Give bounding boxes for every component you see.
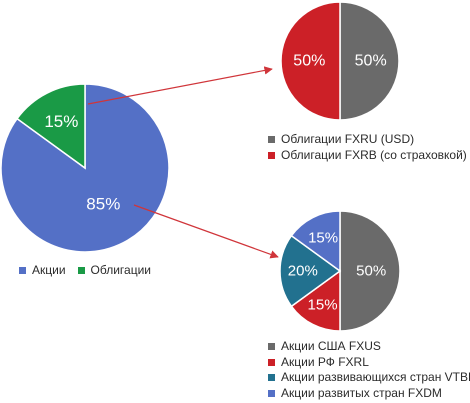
legend-stocks: Акции США FXUS Акции РФ FXRL Акции развива… <box>268 339 470 401</box>
legend-swatch <box>268 151 275 159</box>
pie-bonds-slice-0 <box>339 1 400 121</box>
legend-swatch <box>268 358 275 366</box>
pie-stocks-slice-2 <box>279 234 342 308</box>
legend-label: Облигации <box>90 263 151 277</box>
legend-main-item-0: Акции <box>19 263 66 278</box>
pie-stocks-label-2: 20% <box>288 263 318 280</box>
pie-main-label-1: 15% <box>44 112 78 131</box>
legend-swatch <box>77 267 85 274</box>
legend-bonds: Облигации FXRU (USD) Облигации FXRB (со с… <box>268 131 467 163</box>
legend-swatch <box>268 389 275 397</box>
pie-stocks-label-0: 50% <box>356 263 386 280</box>
legend-bonds-item-1: Облигации FXRB (со страховкой) <box>268 147 467 163</box>
drilldown-arrow-stocks <box>133 204 279 259</box>
pies-group: 85% 15% 50% 50% 50% 15% 20% 15% <box>0 1 401 332</box>
pie-bonds-label-0: 50% <box>355 53 387 70</box>
legend-label: Акции <box>32 263 66 277</box>
legend-stocks-item-1: Акции РФ FXRL <box>268 355 470 371</box>
legend-label: Акции США FXUS <box>281 339 381 354</box>
legend-label: Облигации FXRB (со страховкой) <box>281 147 467 162</box>
legend-stocks-item-2: Акции развивающихся стран VTBE <box>268 370 470 386</box>
legend-label: Акции РФ FXRL <box>281 354 369 369</box>
legend-bonds-item-0: Облигации FXRU (USD) <box>268 131 467 147</box>
legend-stocks-item-3: Акции развитых стран FXDM <box>268 386 470 402</box>
pie-stocks-slice-0 <box>339 210 401 332</box>
legend-main-item-1: Облигации <box>77 263 151 278</box>
pie-bonds-label-1: 50% <box>293 53 325 70</box>
legend-label: Акции развивающихся стран VTBE <box>281 370 470 385</box>
legend-main: Акции Облигации <box>19 263 163 278</box>
pie-bonds-slice-1 <box>280 1 341 121</box>
legend-swatch <box>19 267 26 274</box>
pie-stocks-label-1: 15% <box>308 297 338 314</box>
pie-stocks-slice-3 <box>290 210 341 273</box>
pie-stocks-slice-1 <box>290 269 341 332</box>
pie-main-slice-1 <box>15 83 86 170</box>
pie-main-label-0: 85% <box>86 194 120 213</box>
legend-swatch <box>268 343 275 351</box>
legend-stocks-item-0: Акции США FXUS <box>268 339 470 355</box>
legend-swatch <box>268 374 275 382</box>
pie-stocks-label-3: 15% <box>308 229 338 246</box>
legend-swatch <box>268 135 275 143</box>
drilldown-arrow-bonds <box>87 66 273 105</box>
legend-label: Акции развитых стран FXDM <box>281 385 442 400</box>
legend-label: Облигации FXRU (USD) <box>281 131 415 146</box>
